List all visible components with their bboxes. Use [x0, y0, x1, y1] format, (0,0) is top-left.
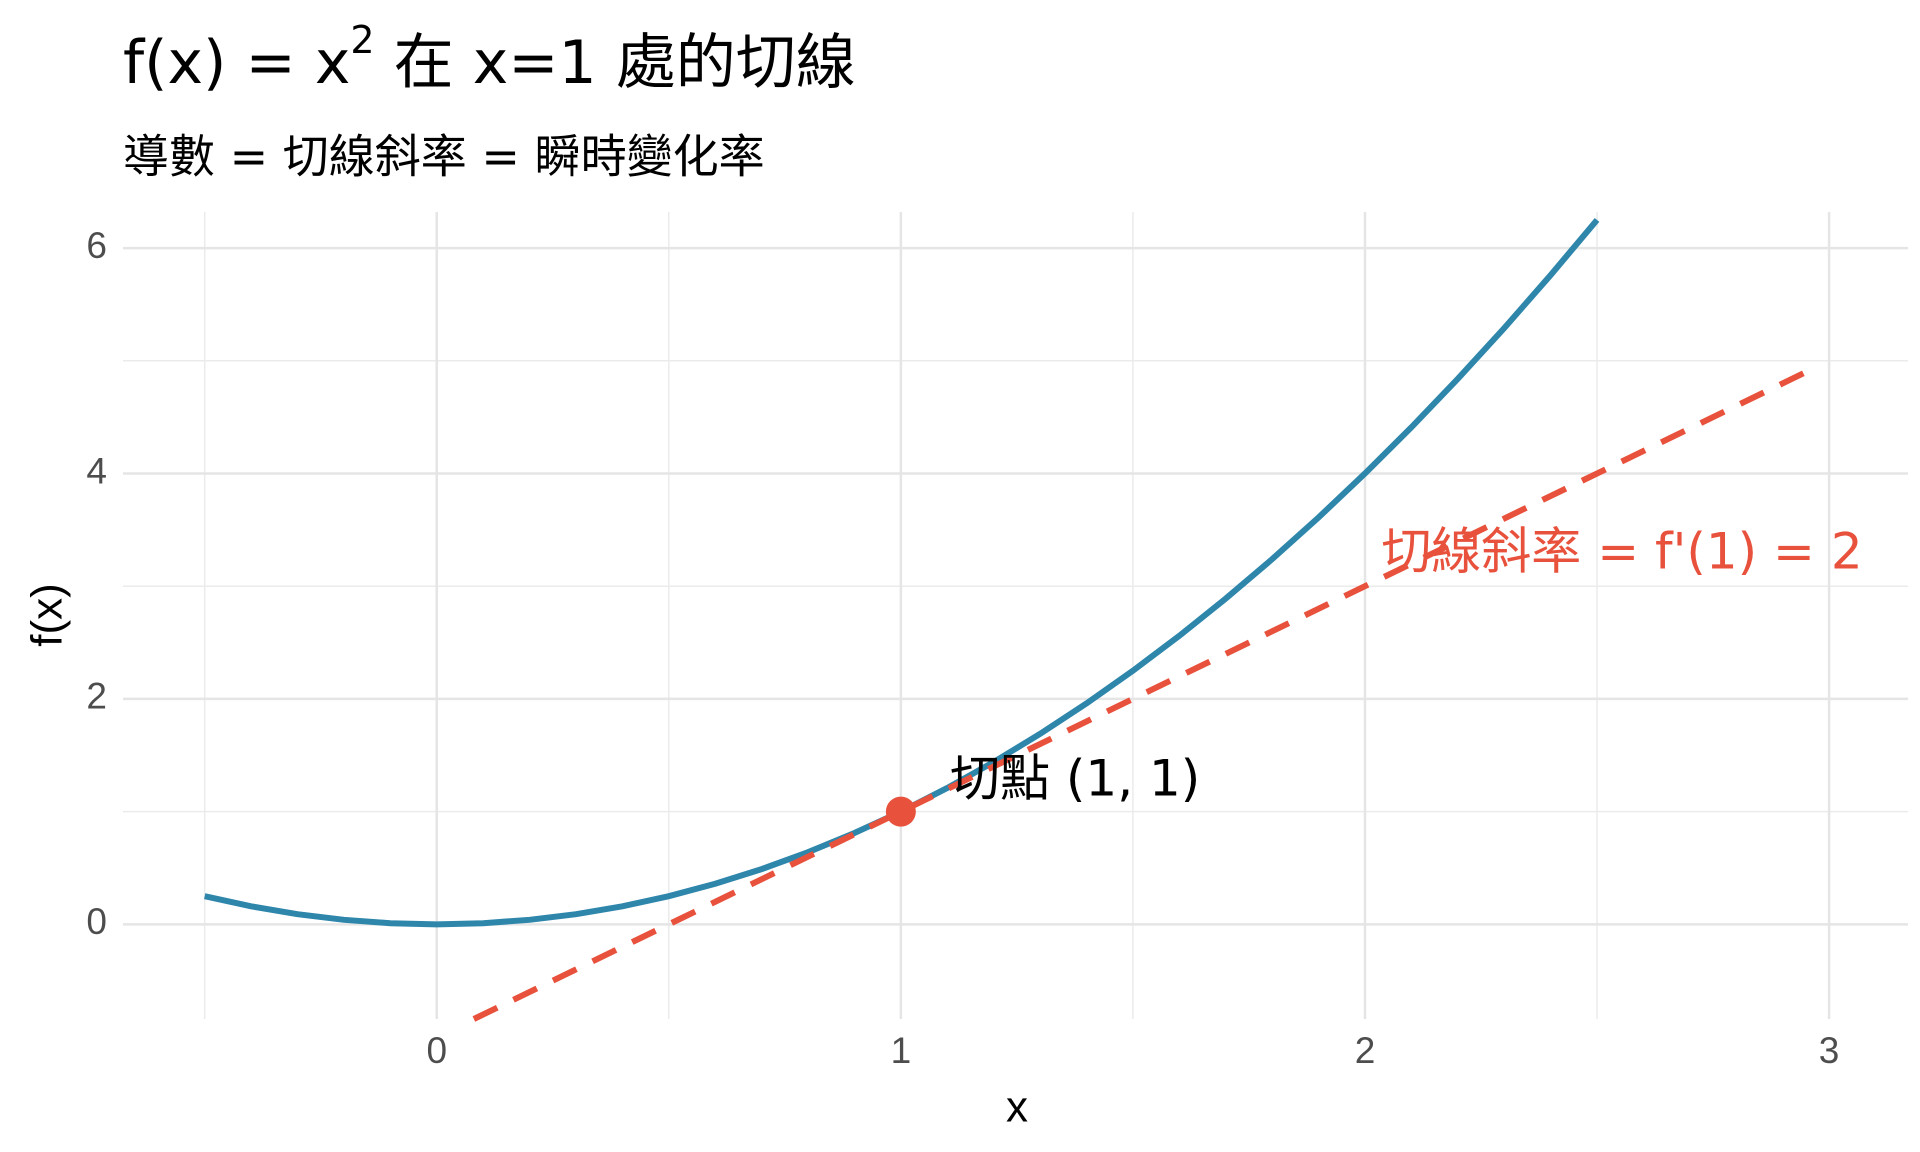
x-tick-label: 0: [426, 1030, 447, 1071]
y-tick-label: 4: [86, 450, 107, 491]
title-base: f(x) = x: [123, 28, 350, 98]
y-tick-label: 0: [86, 901, 107, 942]
x-axis-title: x: [1006, 1083, 1028, 1132]
x-tick-label: 3: [1819, 1030, 1840, 1071]
y-tick-label: 2: [86, 676, 107, 717]
y-tick-label: 6: [86, 225, 107, 266]
chart-subtitle: 導數 = 切線斜率 = 瞬時變化率: [123, 130, 765, 184]
slope-annotation: 切線斜率 = f'(1) = 2: [1381, 523, 1862, 581]
x-tick-label: 1: [891, 1030, 912, 1071]
point-annotation: 切點 (1, 1): [950, 750, 1200, 808]
x-tick-label: 2: [1355, 1030, 1376, 1071]
tangent-point: [885, 796, 916, 827]
y-axis-title: f(x): [23, 583, 72, 647]
title-rest: 在 x=1 處的切線: [375, 28, 856, 98]
chart-title: f(x) = x2 在 x=1 處的切線: [123, 18, 856, 98]
tangent-line: [472, 369, 1808, 1022]
title-superscript: 2: [350, 18, 374, 62]
